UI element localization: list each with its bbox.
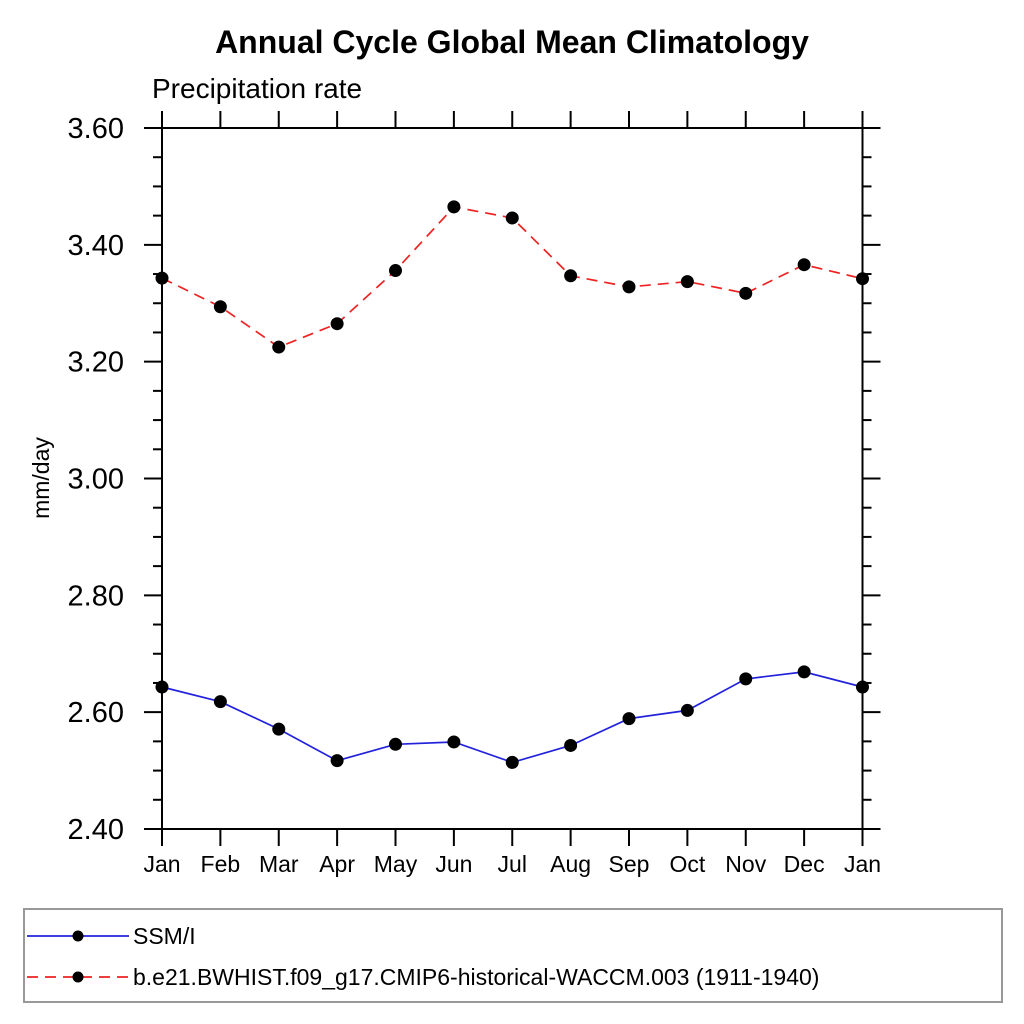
x-tick-label: Jan [143, 851, 180, 877]
x-tick-label: Nov [725, 851, 766, 877]
data-point-marker [330, 754, 344, 768]
data-point-marker [155, 680, 169, 694]
data-point-marker [155, 271, 169, 285]
y-axis-label: mm/day [28, 437, 54, 519]
data-point-marker [564, 738, 578, 752]
data-point-marker [856, 680, 869, 694]
x-tick-label: Mar [259, 851, 299, 877]
data-point-marker [272, 340, 286, 354]
plot-area: 2.40 2.60 2.80 3.00 3.20 3.40 3.60 Jan Feb Mar Apr… [68, 111, 881, 877]
legend-label: b.e21.BWHIST.f09_g17.CMIP6-historical-WA… [133, 964, 819, 990]
data-point-marker [622, 280, 636, 294]
data-point-marker [564, 269, 578, 283]
x-tick-label: May [374, 851, 418, 877]
x-tick-label: Sep [609, 851, 650, 877]
x-tick-label: Dec [784, 851, 825, 877]
data-point-marker [622, 712, 636, 726]
y-tick-label: 3.60 [68, 113, 124, 145]
data-point-marker [505, 755, 519, 769]
legend-marker [72, 971, 84, 983]
y-tick-label: 2.60 [68, 697, 124, 729]
data-point-marker [797, 258, 811, 272]
data-point-marker [447, 735, 461, 749]
legend-marker [72, 930, 84, 942]
series-line-0 [161, 671, 863, 764]
data-point-marker [797, 665, 811, 679]
x-tick-label: Jun [435, 851, 472, 877]
data-point-marker [447, 200, 461, 214]
data-point-marker [213, 300, 227, 314]
y-tick-label: 2.80 [68, 580, 124, 612]
data-point-marker [739, 286, 753, 300]
data-point-marker [389, 737, 402, 751]
y-tick-label: 3.20 [68, 347, 124, 379]
data-point-marker [739, 672, 753, 686]
y-tick-label: 2.40 [68, 814, 124, 846]
data-point-marker [330, 317, 344, 331]
x-tick-label: Feb [201, 851, 241, 877]
x-tick-label: Aug [550, 851, 591, 877]
y-tick-label: 3.40 [68, 230, 124, 262]
data-point-marker [505, 211, 519, 225]
chart-subtitle: Precipitation rate [152, 73, 362, 104]
data-point-marker [680, 703, 694, 717]
x-tick-label: Jan [844, 851, 881, 877]
legend-label: SSM/I [133, 923, 196, 949]
data-point-marker [213, 695, 227, 709]
chart-title: Annual Cycle Global Mean Climatology [215, 24, 809, 60]
data-point-marker [856, 272, 869, 286]
series-line-1 [161, 205, 863, 349]
x-tick-label: Oct [669, 851, 705, 877]
y-tick-label: 3.00 [68, 464, 124, 496]
legend-box [23, 908, 1003, 1003]
x-tick-label: Jul [498, 851, 527, 877]
legend: SSM/I b.e21.BWHIST.f09_g17.CMIP6-historic… [23, 908, 1003, 1003]
data-point-marker [389, 264, 402, 278]
x-tick-label: Apr [319, 851, 355, 877]
data-point-marker [680, 275, 694, 289]
data-point-marker [272, 722, 286, 736]
